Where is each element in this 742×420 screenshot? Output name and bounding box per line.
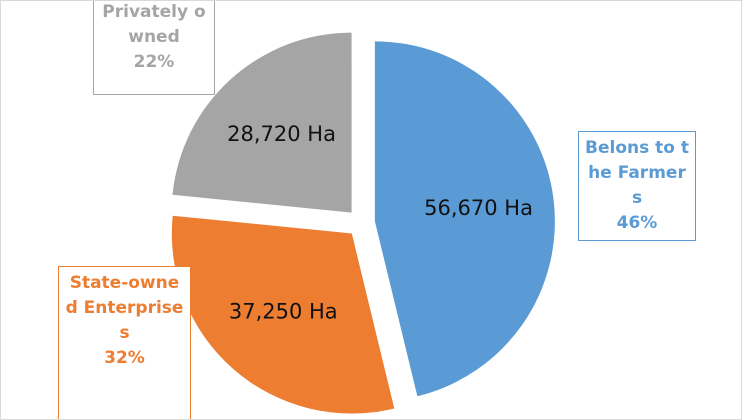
value-label: 56,670 Ha: [424, 196, 533, 220]
value-label: 37,250 Ha: [229, 299, 338, 323]
category-label-box: Belons to the Farmers 46%: [578, 131, 696, 241]
pie-slice: [171, 215, 395, 414]
pie-slice: [172, 32, 352, 213]
category-label-box: State-owned Enterprises 32%: [58, 266, 191, 419]
category-label: State-owned Enterprises: [65, 273, 184, 343]
category-label-box: Privately owned 22%: [93, 1, 215, 95]
percent-label: 32%: [104, 348, 145, 368]
value-label: 28,720 Ha: [227, 122, 336, 146]
percent-label: 46%: [616, 213, 658, 233]
category-label: Privately owned: [102, 2, 206, 47]
pie-slice: [374, 41, 555, 397]
category-label: Belons to the Farmers: [585, 138, 689, 208]
percent-label: 22%: [133, 52, 175, 72]
